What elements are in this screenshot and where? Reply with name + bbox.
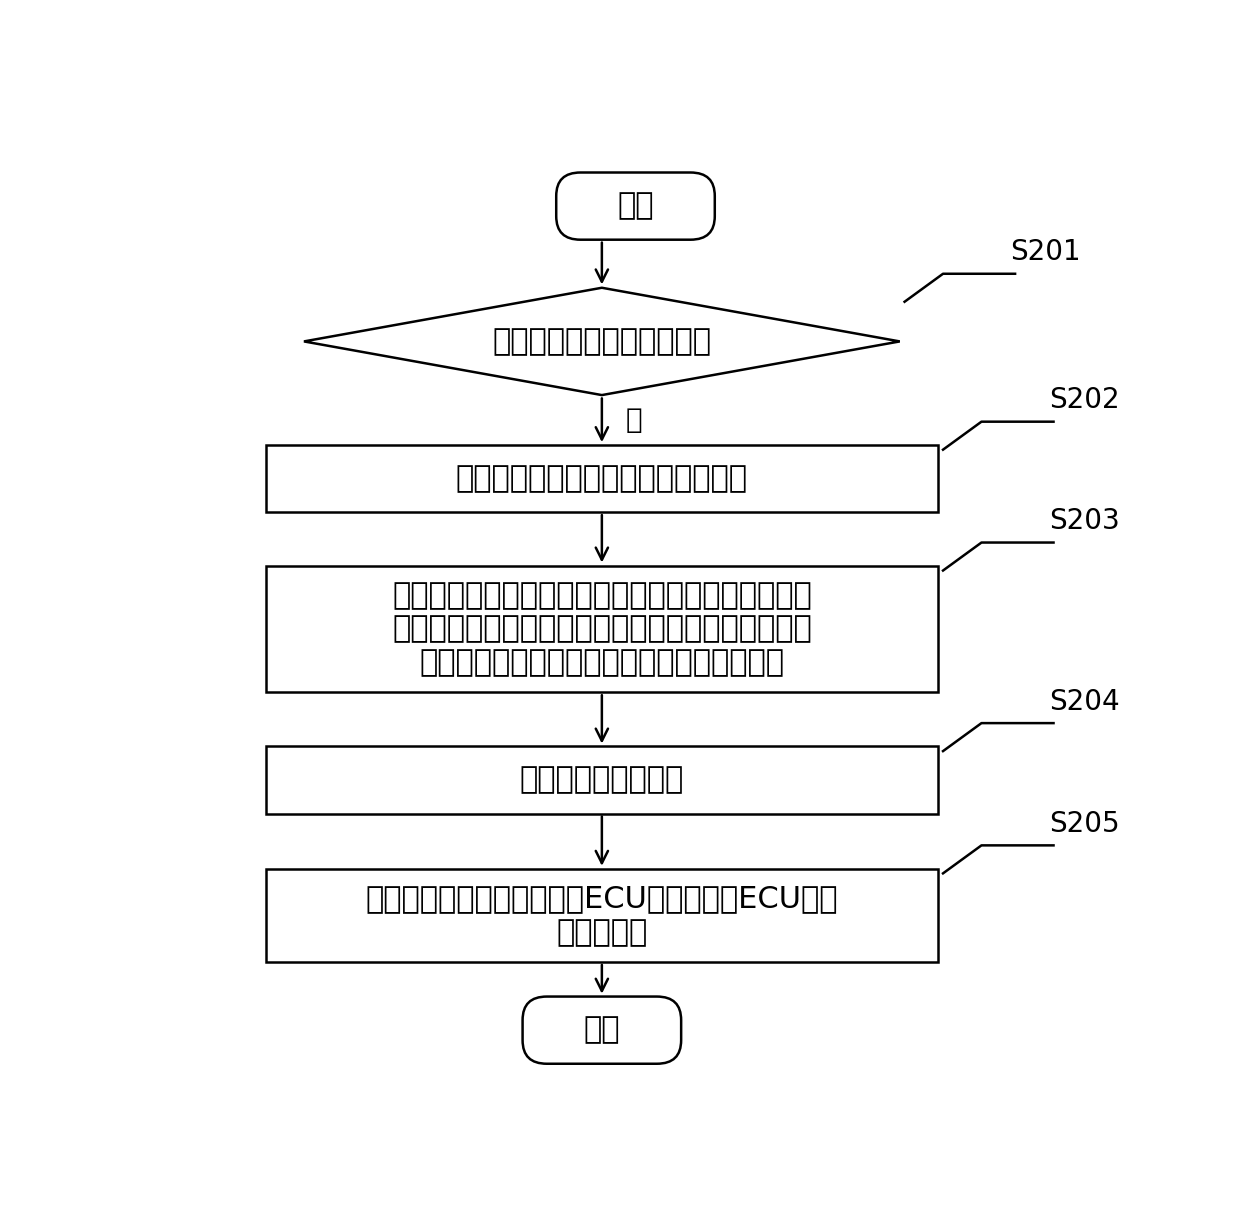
Text: 开始: 开始	[618, 191, 653, 221]
Text: 若所述后备箱开关状态信息为开，发送提示信息至应
用服务器，以便所述应用服务器转发所述提示信息至
预设终端，以实现提示驾驶员关闭所述后备箱: 若所述后备箱开关状态信息为开，发送提示信息至应 用服务器，以便所述应用服务器转发…	[392, 581, 812, 678]
Text: 发送所述后备箱关闭指令至ECU，以便所述ECU关闭
所述后备箱: 发送所述后备箱关闭指令至ECU，以便所述ECU关闭 所述后备箱	[366, 884, 838, 947]
Text: S202: S202	[1049, 387, 1120, 415]
Text: 判断车辆是否处于行驶状态: 判断车辆是否处于行驶状态	[492, 327, 712, 356]
Text: S201: S201	[1011, 239, 1081, 267]
Bar	[265, 566, 939, 692]
Bar	[265, 445, 939, 513]
Text: 接收后备箱关闭指令: 接收后备箱关闭指令	[520, 766, 684, 795]
Text: S203: S203	[1049, 507, 1120, 534]
Bar	[265, 869, 939, 962]
Text: S205: S205	[1049, 810, 1120, 837]
Text: 是: 是	[626, 406, 642, 434]
Text: S204: S204	[1049, 687, 1120, 715]
Bar	[265, 747, 939, 813]
FancyBboxPatch shape	[522, 996, 681, 1064]
Text: 获取所述车辆的后备箱开关状态信息: 获取所述车辆的后备箱开关状态信息	[456, 464, 748, 493]
Polygon shape	[304, 287, 900, 395]
Text: 结束: 结束	[584, 1016, 620, 1045]
FancyBboxPatch shape	[557, 172, 714, 240]
